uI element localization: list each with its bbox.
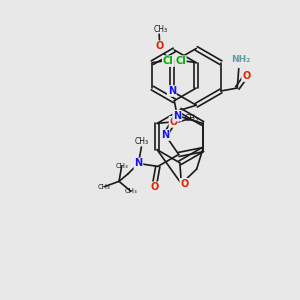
Text: CH₃: CH₃	[134, 136, 148, 146]
Text: O: O	[151, 182, 159, 192]
Text: CH₃: CH₃	[153, 25, 167, 34]
Text: O: O	[180, 179, 188, 189]
Text: N: N	[168, 86, 176, 96]
Text: CH₃: CH₃	[184, 113, 199, 122]
Text: NH₂: NH₂	[231, 55, 250, 64]
Text: N: N	[134, 158, 142, 168]
Text: N: N	[161, 130, 170, 140]
Text: O: O	[242, 71, 250, 81]
Text: CH₃: CH₃	[124, 188, 137, 194]
Text: Cl: Cl	[163, 56, 173, 66]
Text: O: O	[156, 41, 164, 51]
Text: N: N	[173, 111, 181, 121]
Text: O: O	[169, 117, 178, 127]
Text: CH₃: CH₃	[115, 163, 128, 169]
Text: Cl: Cl	[175, 56, 186, 66]
Text: CH₃: CH₃	[98, 184, 111, 190]
